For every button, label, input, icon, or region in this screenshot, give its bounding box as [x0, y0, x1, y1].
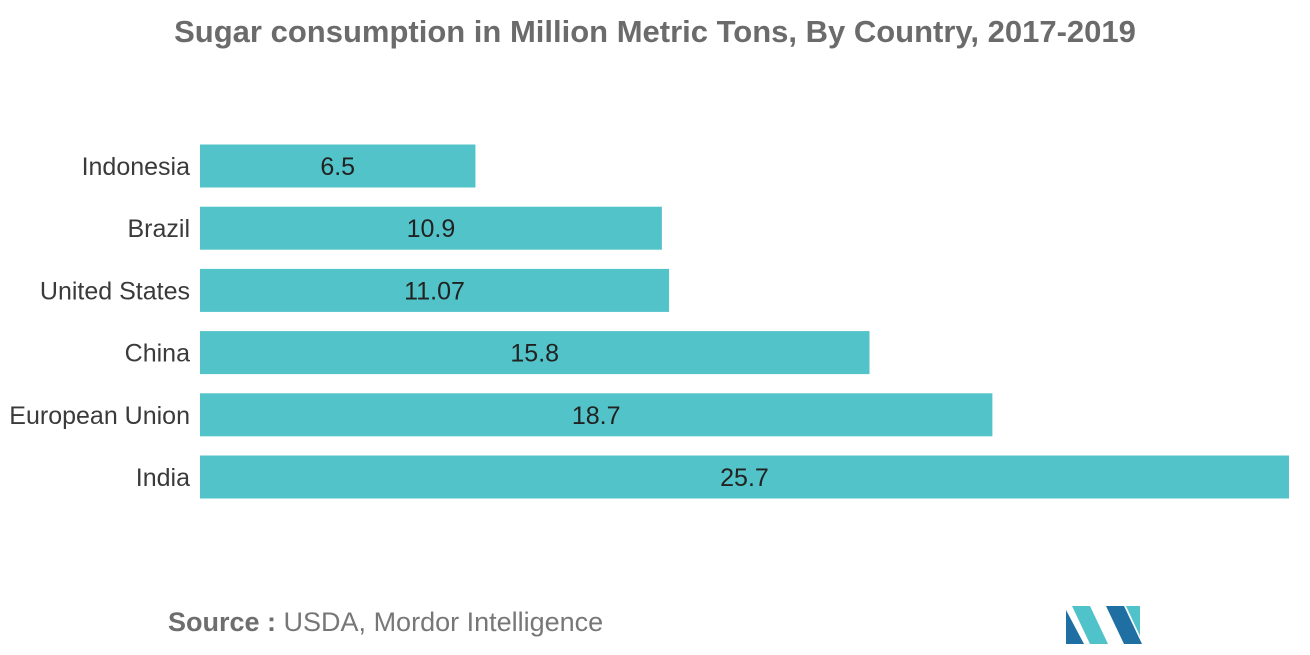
logo-right-shape [1106, 606, 1142, 644]
value-label: 6.5 [320, 153, 355, 181]
bar-united-states [200, 268, 670, 312]
category-label: Indonesia [82, 153, 191, 181]
category-label: India [136, 464, 190, 492]
bar-indonesia [200, 144, 476, 188]
mordor-logo-icon [1066, 606, 1142, 644]
logo-right-bar [1126, 606, 1140, 636]
bar-chart: Indonesia 6.5 Brazil 10.9 United States 11.07… [9, 144, 1289, 499]
chart-title: Sugar consumption in Million Metric Tons… [174, 14, 1136, 49]
bar-brazil [200, 206, 662, 250]
source-note: Source : USDA, Mordor Intelligence [168, 607, 603, 638]
value-label: 11.07 [404, 277, 465, 305]
category-label: China [125, 340, 190, 368]
bar-india [200, 455, 1289, 499]
source-label: Source : [168, 607, 277, 637]
category-label: European Union [9, 402, 190, 430]
value-label: 18.7 [572, 402, 621, 430]
bar-china [200, 331, 870, 375]
value-label: 15.8 [510, 340, 559, 368]
category-label: United States [40, 277, 190, 305]
logo-left-shape [1066, 610, 1084, 644]
value-label: 25.7 [720, 464, 769, 492]
category-label: Brazil [127, 215, 190, 243]
logo-mid-shape [1072, 606, 1108, 644]
value-label: 10.9 [407, 215, 456, 243]
source-text: USDA, Mordor Intelligence [283, 607, 604, 637]
bar-european-union [200, 393, 993, 437]
